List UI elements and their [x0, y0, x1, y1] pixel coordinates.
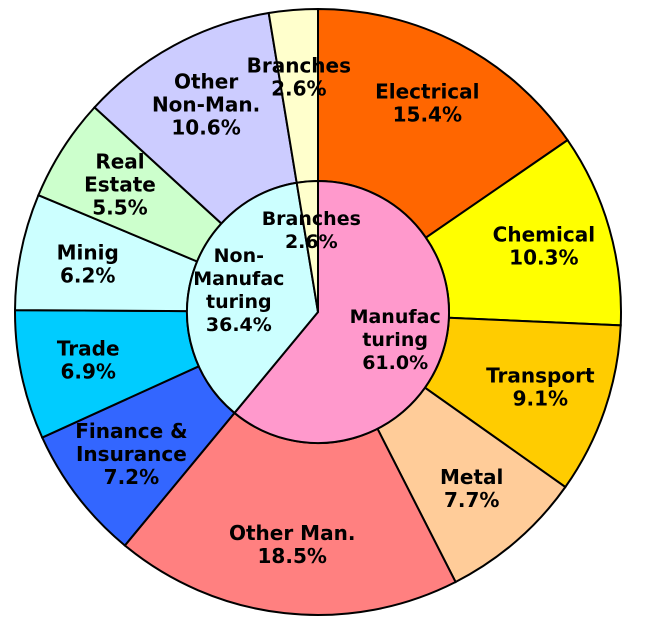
- label-line: Minig: [57, 240, 119, 264]
- value-label: 7.7%: [444, 488, 499, 512]
- label-line: Electrical: [375, 79, 479, 103]
- value-label: 10.3%: [509, 245, 578, 269]
- value-label: 2.6%: [285, 230, 338, 252]
- label-line: Transport: [486, 363, 595, 387]
- label-line: Trade: [57, 336, 120, 360]
- outer-label: Real Estate 5.5%: [84, 149, 156, 219]
- outer-label: Chemical 10.3%: [493, 222, 595, 269]
- value-label: 7.2%: [104, 464, 159, 488]
- value-label: 6.9%: [60, 359, 115, 383]
- label-line: Finance &: [75, 418, 187, 442]
- value-label: 15.4%: [393, 102, 462, 126]
- outer-label: Trade 6.9%: [57, 336, 120, 383]
- label-line: Manufac: [350, 305, 441, 327]
- value-label: 18.5%: [258, 544, 327, 568]
- value-label: 10.6%: [171, 115, 240, 139]
- label-line: Branches: [262, 207, 361, 229]
- label-line: turing: [362, 328, 428, 350]
- value-label: 9.1%: [513, 386, 568, 410]
- label-line: Metal: [440, 465, 503, 489]
- label-line: Other Man.: [229, 521, 355, 545]
- outer-label: Other Man. 18.5%: [229, 521, 355, 568]
- value-label: 5.5%: [92, 195, 147, 219]
- label-line: Real: [95, 149, 144, 173]
- label-line: Other: [174, 69, 238, 93]
- inner-label: Manufac turing 61.0%: [350, 305, 441, 373]
- outer-label: Transport 9.1%: [486, 363, 595, 410]
- label-line: Manufac: [193, 268, 284, 290]
- label-line: Branches: [247, 53, 351, 77]
- value-label: 36.4%: [206, 314, 272, 336]
- value-label: 61.0%: [362, 351, 428, 373]
- label-line: Non-: [214, 245, 264, 267]
- inner-slice: [186, 181, 320, 415]
- label-line: Estate: [84, 172, 156, 196]
- value-label: 6.2%: [60, 263, 115, 287]
- label-line: Non-Man.: [152, 92, 260, 116]
- outer-label: Electrical 15.4%: [375, 79, 479, 126]
- outer-label: Branches 2.6%: [247, 53, 351, 100]
- inner-label: Branches 2.6%: [262, 207, 361, 252]
- outer-label: Other Non-Man. 10.6%: [152, 69, 260, 139]
- inner-slice: [233, 179, 450, 444]
- inner-slice: [295, 179, 319, 313]
- label-line: turing: [206, 291, 272, 313]
- outer-label: Finance & Insurance 7.2%: [75, 418, 187, 488]
- outer-label: Minig 6.2%: [57, 240, 119, 287]
- label-line: Chemical: [493, 222, 595, 246]
- value-label: 2.6%: [271, 76, 326, 100]
- outer-label: Metal 7.7%: [440, 465, 503, 512]
- inner-label: Non-Manufac turing 36.4%: [193, 245, 284, 336]
- label-line: Insurance: [76, 441, 187, 465]
